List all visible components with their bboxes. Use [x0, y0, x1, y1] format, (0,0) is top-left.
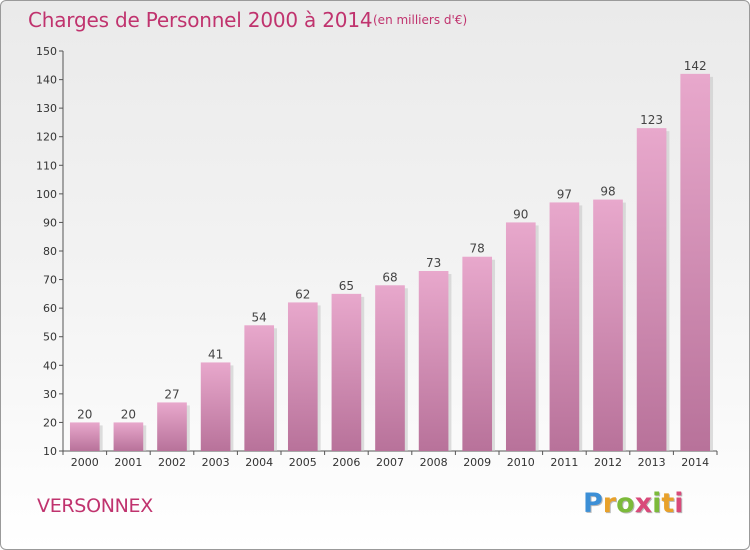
bar-2001: [113, 422, 144, 451]
x-tick-label-2001: 2001: [114, 456, 142, 469]
bar-2014: [680, 73, 711, 451]
x-tick-label-2011: 2011: [550, 456, 578, 469]
x-tick-label-2006: 2006: [332, 456, 360, 469]
x-tick-label-2008: 2008: [420, 456, 448, 469]
x-tick-label-2013: 2013: [638, 456, 666, 469]
chart-title: Charges de Personnel 2000 à 2014: [28, 8, 373, 32]
bar-2000: [69, 422, 100, 451]
x-tick-label-2002: 2002: [158, 456, 186, 469]
y-tick-label: 100: [36, 188, 57, 201]
bar-2011: [549, 202, 580, 451]
chart-subtitle: (en milliers d'€): [373, 13, 468, 27]
y-tick-label: 130: [36, 102, 57, 115]
value-label-2006: 65: [339, 279, 354, 293]
value-label-2001: 20: [121, 407, 136, 421]
x-tick-label-2003: 2003: [202, 456, 230, 469]
value-label-2010: 90: [513, 207, 528, 221]
y-tick-label: 30: [43, 388, 57, 401]
logo-letter: t: [661, 488, 675, 519]
bar-2004: [244, 325, 275, 451]
y-tick-label: 90: [43, 216, 57, 229]
y-tick-label: 110: [36, 159, 57, 172]
bar-2010: [505, 222, 536, 451]
bar-2013: [636, 128, 667, 451]
logo-letter: i: [652, 488, 662, 519]
x-tick-label-2012: 2012: [594, 456, 622, 469]
logo-letter: i: [674, 488, 684, 519]
bar-2003: [200, 362, 231, 451]
bar-2012: [593, 199, 623, 451]
bar-series: [69, 73, 714, 451]
y-tick-label: 40: [43, 359, 57, 372]
bar-2005: [287, 302, 318, 451]
value-label-2008: 73: [426, 256, 441, 270]
proxiti-logo: Proxiti: [583, 488, 684, 519]
y-tick-label: 20: [43, 416, 57, 429]
x-tick-label-2007: 2007: [376, 456, 404, 469]
x-tick-label-2010: 2010: [507, 456, 535, 469]
chart-axes: 10 20 30 40 50 60 70 80 90 100 110 120 130 140 150 2000…: [36, 45, 718, 469]
logo-letter: o: [616, 488, 635, 519]
bar-2007: [375, 285, 405, 451]
bar-2009: [462, 256, 493, 451]
logo-letter: P: [583, 488, 603, 519]
value-label-2014: 142: [684, 59, 707, 73]
bar-2006: [331, 293, 362, 451]
x-tick-label-2014: 2014: [681, 456, 709, 469]
value-label-2012: 98: [600, 185, 615, 199]
value-label-2004: 54: [252, 310, 267, 324]
value-label-2009: 78: [470, 242, 485, 256]
x-tick-label-2009: 2009: [463, 456, 491, 469]
value-label-2002: 27: [164, 387, 179, 401]
x-tick-label-2005: 2005: [289, 456, 317, 469]
value-label-2013: 123: [640, 113, 663, 127]
value-label-2007: 68: [382, 270, 397, 284]
y-tick-label: 140: [36, 74, 57, 87]
x-tick-label-2000: 2000: [71, 456, 99, 469]
y-tick-label: 60: [43, 302, 57, 315]
logo-letter: x: [634, 488, 653, 519]
x-tick-label-2004: 2004: [245, 456, 273, 469]
bar-2008: [418, 271, 449, 451]
value-label-2003: 41: [208, 347, 223, 361]
logo-letter: r: [602, 488, 617, 519]
value-label-2005: 62: [295, 287, 310, 301]
value-labels: 20 20 27 41 54 62 65 68 73 78 90 97 98 123 142: [77, 59, 706, 422]
y-tick-label: 10: [43, 445, 57, 458]
y-tick-label: 80: [43, 245, 57, 258]
commune-name: VERSONNEX: [37, 495, 153, 517]
y-tick-label: 120: [36, 131, 57, 144]
value-label-2011: 97: [557, 187, 572, 201]
bar-2002: [157, 402, 187, 451]
value-label-2000: 20: [77, 407, 92, 421]
y-tick-label: 150: [36, 45, 57, 58]
y-tick-label: 70: [43, 274, 57, 287]
y-tick-label: 50: [43, 331, 57, 344]
